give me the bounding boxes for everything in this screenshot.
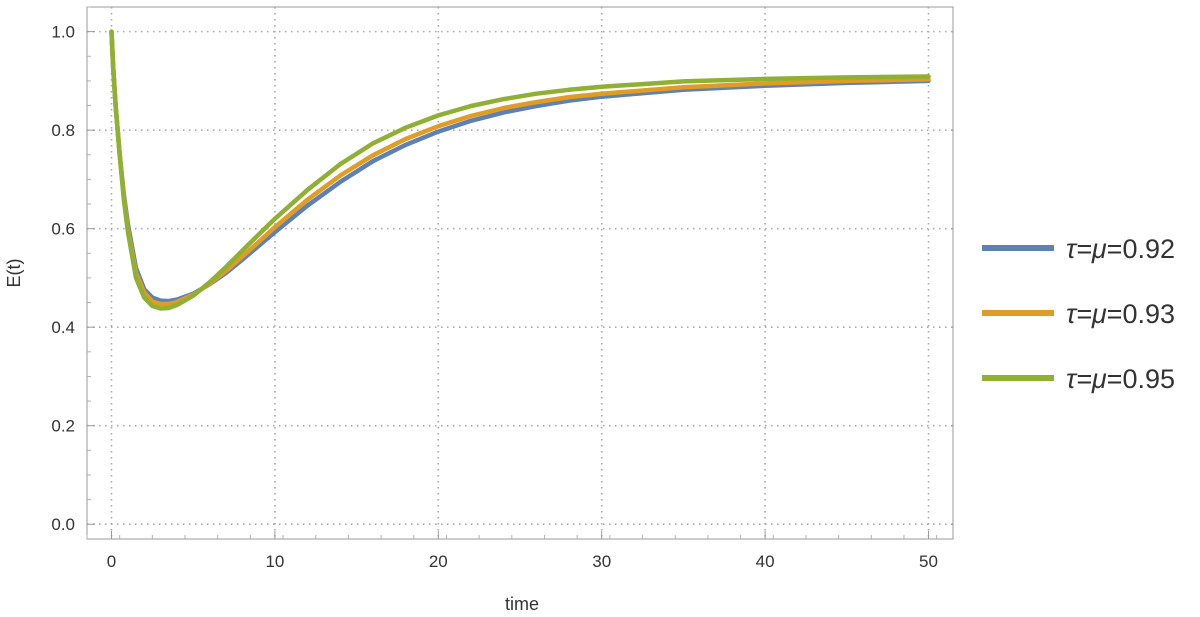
y-tick-labels: 0.0 0.2 0.4 0.6 0.8 1.0: [51, 23, 75, 535]
legend-label-prefix: τ=μ: [1066, 364, 1107, 394]
y-tick-label: 0.0: [51, 515, 75, 534]
y-tick-label: 0.2: [51, 417, 75, 436]
y-tick-label: 0.4: [51, 318, 75, 337]
y-axis-label: E(t): [4, 259, 24, 288]
legend-item-1: τ=μ=0.92: [982, 234, 1175, 264]
y-tick-label: 1.0: [51, 23, 75, 42]
legend-label-prefix: τ=μ: [1066, 234, 1107, 264]
legend: τ=μ=0.92τ=μ=0.93τ=μ=0.95: [982, 234, 1175, 394]
x-tick-label: 30: [592, 552, 611, 571]
legend-item-3: τ=μ=0.95: [982, 364, 1175, 394]
legend-label: τ=μ=0.93: [1066, 299, 1175, 329]
x-tick-label: 0: [107, 552, 116, 571]
x-tick-label: 40: [756, 552, 775, 571]
legend-label: τ=μ=0.95: [1066, 364, 1175, 394]
y-tick-label: 0.6: [51, 220, 75, 239]
legend-item-2: τ=μ=0.93: [982, 299, 1175, 329]
series-line-3: [109, 29, 931, 311]
legend-label-prefix: τ=μ: [1066, 299, 1107, 329]
x-axis-label: time: [505, 594, 539, 614]
x-tick-label: 50: [919, 552, 938, 571]
grid-lines: [87, 7, 953, 539]
x-tick-label: 10: [265, 552, 284, 571]
axis-ticks: [86, 6, 938, 539]
series-lines: [109, 29, 931, 311]
legend-label: τ=μ=0.92: [1066, 234, 1175, 264]
legend-label-value: =0.95: [1107, 364, 1175, 394]
x-tick-labels: 0 10 20 30 40 50: [107, 552, 938, 571]
y-tick-label: 0.8: [51, 121, 75, 140]
x-tick-label: 20: [429, 552, 448, 571]
legend-label-value: =0.92: [1107, 234, 1175, 264]
legend-label-value: =0.93: [1107, 299, 1175, 329]
